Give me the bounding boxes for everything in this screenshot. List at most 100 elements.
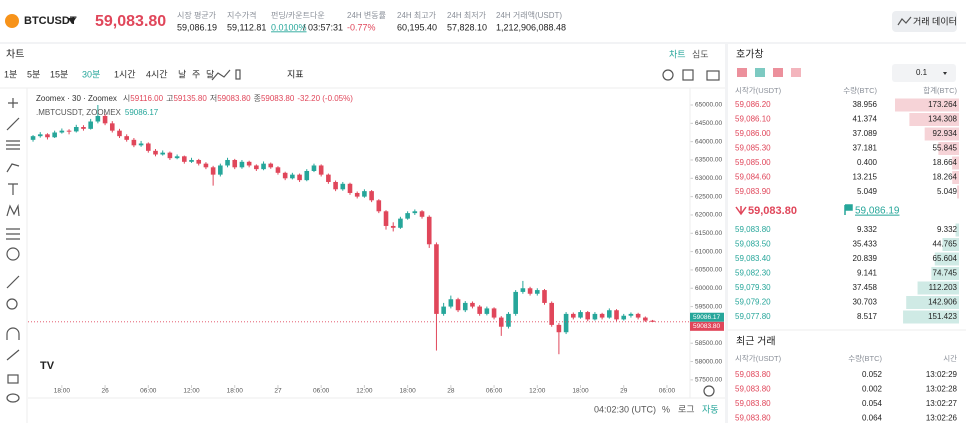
legend-ohlc-label: 고 [166,94,173,103]
chart-panel [0,44,725,423]
interval-option[interactable]: 5분 [27,69,40,79]
crosshair-icon[interactable] [8,98,18,108]
stat-value: -0.77% [347,22,376,32]
coin-icon [5,14,19,28]
order-qty: 35.433 [853,240,878,249]
order-price: 59,084.60 [735,173,771,182]
candle-body [448,299,454,307]
trade-data-button[interactable] [892,11,957,32]
chart-type-icon[interactable] [211,69,231,81]
candle-body [124,136,129,140]
stat-label: 펀딩/카운트다운 [271,10,325,20]
view-bids-icon[interactable] [755,68,765,77]
interval-option[interactable]: 1시간 [114,69,136,79]
lock-icon[interactable] [7,374,19,384]
scale-option[interactable]: % [662,404,670,414]
stat-value: 59,112.81 [227,22,266,32]
text-tool-icon[interactable] [8,183,18,195]
y-tick-label: 62000.00 [695,212,722,219]
interval-option[interactable]: 날 [178,69,186,79]
legend-ohlc-value: 59135.80 [173,94,207,103]
candle-body [563,313,569,333]
order-qty: 30.703 [853,298,878,307]
candle-body [254,165,259,170]
candle-body [412,211,418,214]
candle-body [290,174,295,179]
settings-icon[interactable] [662,69,674,81]
step-dropdown[interactable] [892,64,956,82]
interval-option[interactable]: 달 [206,68,214,79]
candle-body [59,130,65,133]
interval-option[interactable]: 30분 [82,69,100,79]
interval-option[interactable]: 4시간 [146,69,168,79]
interval-option[interactable]: 1분 [4,69,17,79]
ruler-icon[interactable] [6,275,20,289]
trade-price: 59,083.80 [735,370,771,379]
order-qty: 13.215 [853,173,878,182]
visibility-icon[interactable] [6,393,20,403]
candle-body [585,312,591,320]
candle-body [218,165,223,175]
scale-option[interactable]: 로그 [678,404,695,414]
view-both-icon[interactable] [737,68,747,77]
candle-body [318,165,324,175]
order-price: 59,079.20 [735,298,771,307]
time-settings-icon[interactable] [703,385,715,397]
candle-body [326,174,331,182]
trade-data-label[interactable]: 거래 데이터 [913,16,957,26]
view-asks-icon[interactable] [773,68,783,77]
chart-footer-time: 04:02:30 (UTC) [594,404,656,414]
interval-option[interactable]: 15분 [50,69,68,79]
fullscreen-icon[interactable] [682,69,694,81]
scale-option[interactable]: 자동 [702,404,719,414]
zoom-icon[interactable] [6,298,18,310]
step-value[interactable]: 0.1 [916,68,928,77]
symbol-dropdown-icon[interactable] [68,18,76,24]
depth-bar [942,238,959,251]
candle-body [520,288,526,292]
chart-tab[interactable]: 차트 [669,48,686,59]
legend-ohlc-label: 저 [210,94,217,103]
y-tick-label: 64000.00 [695,138,722,145]
orderbook-header: 합계(BTC) [923,85,957,95]
candle-body [182,156,187,162]
x-tick-label: 18:00 [572,388,589,395]
candle-body [578,312,583,318]
candle-body [650,320,655,322]
depth-bar [917,281,959,295]
view-alt-icon[interactable] [791,68,801,77]
lock-draw-icon[interactable] [6,349,20,361]
brush-tool-icon[interactable] [6,163,20,173]
candle-body [311,165,317,171]
legend-change: -32.20 (-0.05%) [297,94,353,103]
step-dropdown-arrow[interactable] [943,72,947,75]
candle-body [232,159,238,168]
trade-qty: 0.064 [862,414,883,423]
candle-body [66,130,72,132]
candle-body [635,313,641,318]
candle-body [131,139,137,146]
y-tick-label: 63000.00 [695,175,722,182]
order-price: 59,086.10 [735,115,771,124]
candle-body [210,167,216,175]
line-tool-icon[interactable] [6,117,20,131]
trade-qty: 0.002 [862,385,883,394]
candle-body [506,313,511,327]
candle-body [441,306,446,314]
candle-body [37,134,43,137]
pattern-tool-icon[interactable] [6,203,20,217]
index-value: 59086.17 [125,108,159,117]
chart-tab[interactable]: 심도 [692,49,709,59]
indicator-button[interactable]: 지표 [287,69,304,79]
stat-label: 시장 평균가 [177,10,217,20]
y-tick-label: 59500.00 [695,303,722,310]
fib-tool-icon[interactable] [6,140,20,150]
candle-type-icon[interactable] [235,69,241,80]
orderbook-view-icons [737,68,801,77]
magnet-icon[interactable] [6,327,20,340]
measure-tool-icon[interactable] [6,228,20,240]
legend-source: Zoomex · 30 · Zoomex [36,94,117,103]
interval-option[interactable]: 주 [192,69,200,79]
screenshot-icon[interactable] [706,70,720,81]
emoji-tool-icon[interactable] [6,247,20,261]
